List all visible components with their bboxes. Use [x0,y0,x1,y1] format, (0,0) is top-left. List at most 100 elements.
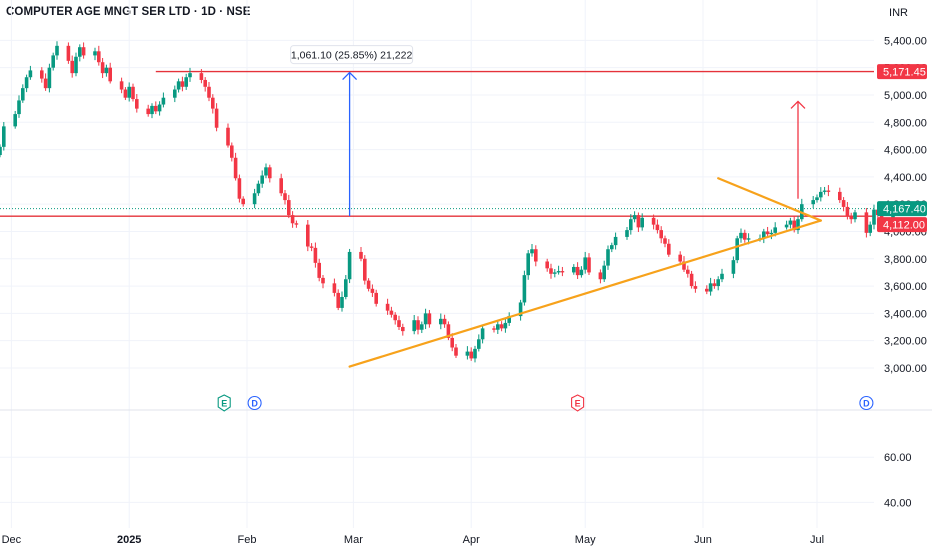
candle [13,110,17,129]
tag-box [877,64,927,80]
price-tick-label: 4,600.00 [884,145,927,157]
earnings-marker[interactable]: E [217,394,231,412]
candle [655,219,660,234]
time-tick-label: 2025 [117,534,141,546]
candle-body [575,266,580,276]
candle-body [313,247,318,263]
candle-body [370,288,375,293]
candle-body [161,97,166,105]
candle [477,334,481,352]
time-tick-label: Jul [810,534,824,546]
price-tick-label: 4,400.00 [884,172,927,184]
candle [583,251,587,274]
candle-body [366,280,371,289]
drawings[interactable]: 1,061.10 (25.85%) 21,222 [290,45,822,368]
candle-body [682,261,686,270]
candle [499,321,504,332]
candle-body [43,78,48,89]
candle-body [66,45,71,61]
candle [553,269,557,278]
candle [492,325,496,333]
candle-body [792,220,796,231]
candle-body [659,230,663,239]
candle-body [868,224,872,233]
candle [306,220,310,252]
candle-body [845,206,850,217]
candle-body [636,215,641,228]
candle [769,229,774,240]
candle-body [469,351,473,359]
candle [397,315,401,331]
candle-body [663,238,667,244]
candle-body [374,292,378,304]
candle-body [602,265,606,280]
dividend-marker[interactable]: D [247,395,262,411]
candle-body [872,209,876,225]
lower-pane-axis[interactable]: 40.00 60.00 [884,452,912,509]
candle [104,64,109,77]
candle [663,235,667,248]
candle [93,47,97,61]
candle-body [716,279,720,287]
candle-body [579,269,584,276]
candle-body [572,266,576,273]
time-tick-label: Apr [463,534,480,546]
candle-body [838,191,842,201]
candle-body [632,215,637,220]
measure-label-box [290,45,414,65]
candle [651,214,656,230]
candle [131,83,135,102]
candle-body [81,47,86,56]
candle [2,122,6,151]
candle [469,347,473,361]
candle [40,67,44,83]
candle-body [47,67,52,89]
candle-body [317,262,321,278]
candle [667,239,671,257]
projection-arrow-head[interactable] [790,100,806,109]
time-tick-label: Mar [344,534,363,546]
marker-shape [217,394,231,412]
candle-body [211,97,215,109]
candle [51,52,55,71]
trendline-resistance[interactable] [717,177,822,222]
candle-body [731,260,736,274]
candle-body [678,254,682,262]
candle-body [583,257,587,270]
candle-body [55,45,59,56]
candle-body [667,243,671,255]
candle [188,67,192,82]
marker-shape [571,394,585,412]
measure-arrow-head[interactable] [342,71,358,81]
candle [686,265,690,278]
candle-body [712,283,717,287]
horizontal-levels[interactable] [0,70,874,217]
candle [496,319,500,334]
candle-body [784,224,789,228]
time-axis[interactable]: Dec 2025 Feb Mar Apr May Jun Jul [2,534,824,546]
candle [822,186,827,195]
candle-body [507,316,511,323]
candle-body [420,324,424,330]
candle-body [826,190,831,192]
candle-body [127,86,131,98]
candle-body [743,232,747,240]
candle-body [332,283,337,293]
dividend-marker[interactable]: D [859,395,874,411]
candle-body [788,220,793,225]
earnings-marker[interactable]: E [571,394,585,412]
candle [366,278,371,292]
candle [853,209,857,223]
candle-body [412,320,416,332]
candle-body [13,114,17,127]
candle [336,289,340,311]
candle-body [237,178,242,199]
candle-body [24,77,29,89]
trendline-support[interactable] [348,219,822,368]
candle [150,103,154,119]
candle [815,194,819,203]
candle [21,84,25,103]
candle [226,123,230,148]
